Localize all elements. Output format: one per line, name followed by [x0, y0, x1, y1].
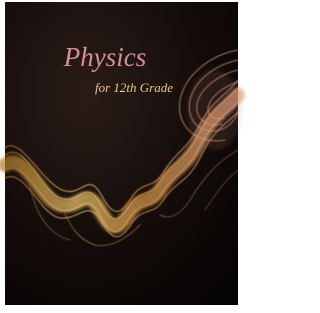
cover-title: Physics — [63, 42, 146, 72]
swirl-glow — [187, 70, 243, 150]
book-cover: Physics for 12th Grade — [0, 0, 248, 313]
page: Physics for 12th Grade (() => { const da… — [0, 0, 248, 313]
cover-subtitle: for 12th Grade — [95, 80, 173, 95]
